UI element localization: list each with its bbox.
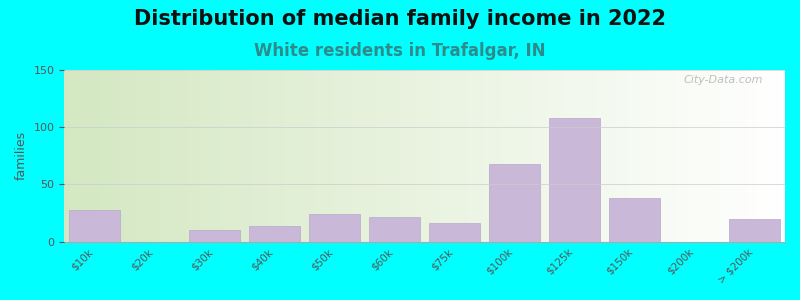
Text: City-Data.com: City-Data.com [684,75,763,85]
Bar [550,118,600,242]
Bar [429,224,480,242]
Text: White residents in Trafalgar, IN: White residents in Trafalgar, IN [254,42,546,60]
Y-axis label: families: families [15,131,28,180]
Bar [490,164,540,242]
Bar [369,217,420,242]
Bar [249,226,300,242]
Bar [730,219,781,242]
Bar [610,198,660,242]
Bar [69,210,120,242]
Bar [189,230,240,242]
Bar [309,214,360,242]
Text: Distribution of median family income in 2022: Distribution of median family income in … [134,9,666,29]
